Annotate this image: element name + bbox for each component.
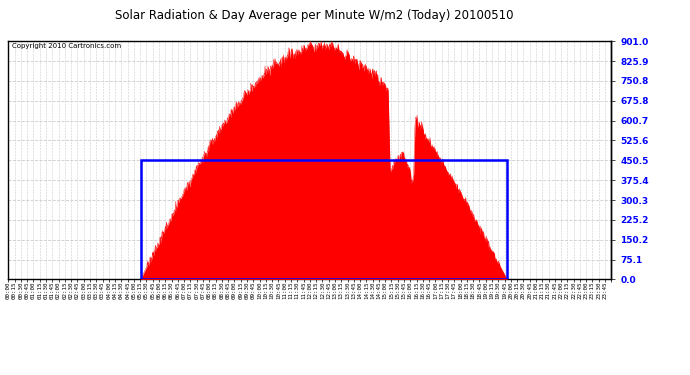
Text: 07:15: 07:15 <box>188 281 193 299</box>
Text: 01:30: 01:30 <box>43 281 48 299</box>
Text: 03:30: 03:30 <box>94 281 99 299</box>
Text: Solar Radiation & Day Average per Minute W/m2 (Today) 20100510: Solar Radiation & Day Average per Minute… <box>115 9 513 22</box>
Text: 21:45: 21:45 <box>552 281 558 299</box>
Text: 14:00: 14:00 <box>357 281 362 299</box>
Text: 05:15: 05:15 <box>138 281 143 299</box>
Text: 01:15: 01:15 <box>37 281 42 299</box>
Text: 11:30: 11:30 <box>295 281 299 299</box>
Text: 11:00: 11:00 <box>282 281 287 299</box>
Text: 02:45: 02:45 <box>75 281 80 299</box>
Text: 12:45: 12:45 <box>326 281 331 299</box>
Text: 19:00: 19:00 <box>483 281 489 299</box>
Text: 22:00: 22:00 <box>559 281 564 299</box>
Text: 21:15: 21:15 <box>540 281 544 299</box>
Text: 00:30: 00:30 <box>19 281 23 299</box>
Text: 00:45: 00:45 <box>25 281 30 299</box>
Text: 10:00: 10:00 <box>257 281 262 299</box>
Text: 11:15: 11:15 <box>288 281 293 299</box>
Text: 19:30: 19:30 <box>496 281 501 299</box>
Text: 07:00: 07:00 <box>181 281 187 299</box>
Text: 12:00: 12:00 <box>307 281 313 299</box>
Text: 09:15: 09:15 <box>238 281 243 299</box>
Text: 14:45: 14:45 <box>377 281 382 299</box>
Text: 02:15: 02:15 <box>62 281 68 299</box>
Text: 07:45: 07:45 <box>201 281 206 299</box>
Text: 10:45: 10:45 <box>276 281 281 299</box>
Text: 02:00: 02:00 <box>56 281 61 299</box>
Bar <box>141 160 507 279</box>
Text: 18:00: 18:00 <box>458 281 463 299</box>
Text: 19:15: 19:15 <box>489 281 495 299</box>
Text: 18:15: 18:15 <box>464 281 469 299</box>
Text: 06:30: 06:30 <box>169 281 174 299</box>
Text: 05:45: 05:45 <box>150 281 155 299</box>
Text: 23:45: 23:45 <box>602 281 608 299</box>
Text: 13:15: 13:15 <box>339 281 344 299</box>
Text: 04:30: 04:30 <box>119 281 124 299</box>
Text: 08:45: 08:45 <box>226 281 230 299</box>
Text: 06:15: 06:15 <box>163 281 168 299</box>
Text: 08:15: 08:15 <box>213 281 218 299</box>
Text: 03:15: 03:15 <box>88 281 92 299</box>
Text: 23:30: 23:30 <box>596 281 601 299</box>
Text: 01:45: 01:45 <box>50 281 55 299</box>
Text: 09:45: 09:45 <box>250 281 256 299</box>
Text: 17:30: 17:30 <box>446 281 451 299</box>
Text: 08:30: 08:30 <box>219 281 224 299</box>
Text: 00:00: 00:00 <box>6 281 11 299</box>
Text: 23:15: 23:15 <box>590 281 595 299</box>
Text: 22:30: 22:30 <box>571 281 576 299</box>
Text: 05:00: 05:00 <box>131 281 137 299</box>
Text: 23:00: 23:00 <box>584 281 589 299</box>
Text: 22:15: 22:15 <box>565 281 570 299</box>
Text: 14:30: 14:30 <box>370 281 375 299</box>
Text: 11:45: 11:45 <box>301 281 306 299</box>
Text: 20:15: 20:15 <box>515 281 520 299</box>
Text: 15:30: 15:30 <box>395 281 400 299</box>
Text: 22:45: 22:45 <box>578 281 582 299</box>
Text: 17:00: 17:00 <box>433 281 438 299</box>
Text: 16:00: 16:00 <box>408 281 413 299</box>
Text: 10:15: 10:15 <box>264 281 268 299</box>
Text: 16:30: 16:30 <box>420 281 425 299</box>
Text: 14:15: 14:15 <box>364 281 369 299</box>
Text: 04:45: 04:45 <box>125 281 130 299</box>
Text: 05:30: 05:30 <box>144 281 149 299</box>
Text: 17:15: 17:15 <box>440 281 444 299</box>
Text: 13:00: 13:00 <box>333 281 337 299</box>
Text: 01:00: 01:00 <box>31 281 36 299</box>
Text: 07:30: 07:30 <box>195 281 199 299</box>
Text: 13:45: 13:45 <box>351 281 356 299</box>
Text: 21:30: 21:30 <box>546 281 551 299</box>
Text: 21:00: 21:00 <box>533 281 538 299</box>
Text: 15:15: 15:15 <box>389 281 394 299</box>
Text: 09:00: 09:00 <box>232 281 237 299</box>
Text: 20:00: 20:00 <box>509 281 513 299</box>
Text: 06:45: 06:45 <box>175 281 180 299</box>
Text: 00:15: 00:15 <box>12 281 17 299</box>
Text: 18:30: 18:30 <box>471 281 475 299</box>
Text: 12:30: 12:30 <box>320 281 325 299</box>
Text: 03:00: 03:00 <box>81 281 86 299</box>
Text: 04:00: 04:00 <box>106 281 111 299</box>
Text: 16:45: 16:45 <box>426 281 432 299</box>
Text: 15:00: 15:00 <box>383 281 388 299</box>
Text: 18:45: 18:45 <box>477 281 482 299</box>
Text: 12:15: 12:15 <box>313 281 319 299</box>
Text: 20:45: 20:45 <box>527 281 532 299</box>
Text: 19:45: 19:45 <box>502 281 507 299</box>
Text: 20:30: 20:30 <box>521 281 526 299</box>
Text: 06:00: 06:00 <box>157 281 161 299</box>
Text: 09:30: 09:30 <box>244 281 250 299</box>
Text: 04:15: 04:15 <box>112 281 117 299</box>
Text: 03:45: 03:45 <box>100 281 105 299</box>
Text: 10:30: 10:30 <box>270 281 275 299</box>
Text: 16:15: 16:15 <box>414 281 419 299</box>
Text: 02:30: 02:30 <box>68 281 74 299</box>
Text: Copyright 2010 Cartronics.com: Copyright 2010 Cartronics.com <box>12 43 121 49</box>
Text: 17:45: 17:45 <box>452 281 457 299</box>
Text: 13:30: 13:30 <box>345 281 350 299</box>
Text: 15:45: 15:45 <box>402 281 406 299</box>
Text: 08:00: 08:00 <box>207 281 212 299</box>
